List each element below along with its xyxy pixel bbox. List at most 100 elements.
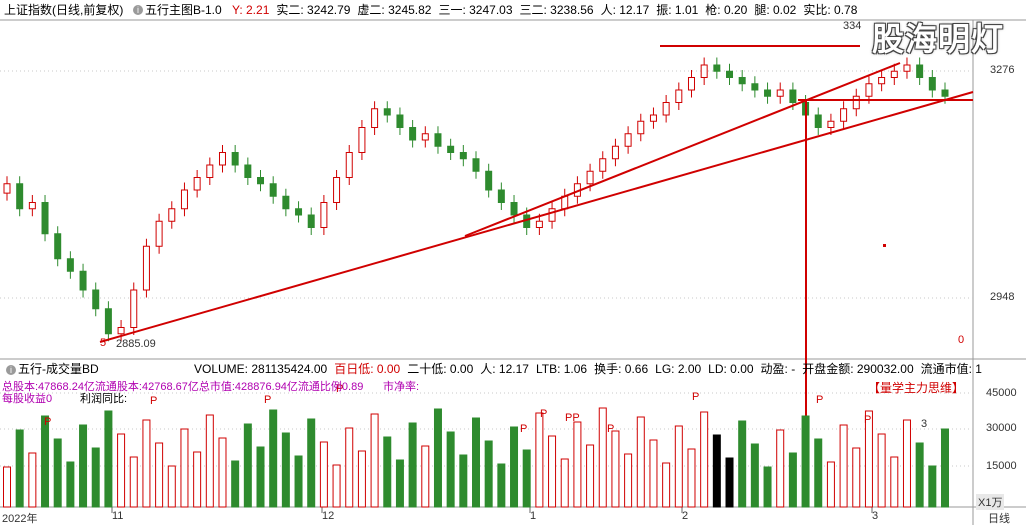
volume-bar	[269, 409, 278, 508]
readout-value: 枪: 0.20	[705, 3, 748, 17]
readout-value: LD: 0.00	[708, 362, 754, 376]
volume-bar	[231, 460, 240, 508]
candle-body	[155, 220, 163, 247]
volume-bar	[281, 432, 290, 508]
readout-value: LTB: 1.06	[535, 362, 588, 376]
volume-bar	[864, 410, 873, 508]
volume-bar	[66, 461, 75, 508]
share-capital-line: 总股本:47868.24亿流通股本:42768.67亿总市值:428876.94…	[2, 381, 364, 393]
volume-bar	[662, 462, 671, 508]
candle-body	[282, 195, 290, 210]
candle-body	[535, 220, 543, 228]
volume-bar	[712, 434, 721, 508]
candle-body	[257, 177, 265, 185]
price-axis-label: 3276	[990, 64, 1015, 76]
candle-body	[79, 270, 87, 291]
top-right-value: 334	[843, 20, 862, 32]
volume-bar	[725, 457, 734, 508]
volume-bar	[155, 442, 164, 508]
candle-body	[206, 164, 214, 178]
candle-body	[472, 158, 480, 172]
candle-body	[28, 202, 36, 210]
candle-body	[928, 77, 936, 91]
volume-bar	[700, 411, 709, 508]
period-label[interactable]: 日线	[988, 513, 1010, 525]
volume-bar	[180, 428, 189, 508]
candle-body	[41, 202, 49, 235]
volume-bar	[117, 433, 126, 508]
readout-value: LG: 2.00	[655, 362, 702, 376]
candle-body	[713, 64, 721, 72]
watermark: 股海明灯	[872, 20, 1005, 58]
volume-bar	[674, 425, 683, 508]
volume-bar	[890, 456, 899, 508]
readout-value: 百日低: 0.00	[334, 362, 401, 376]
time-label: 3	[872, 510, 879, 522]
volume-bar	[370, 413, 379, 508]
candle-body	[295, 208, 303, 216]
volume-bar	[91, 447, 100, 508]
candle-body	[548, 208, 556, 222]
candle-body	[789, 89, 797, 103]
volume-bar	[788, 452, 797, 508]
candle-body	[383, 108, 391, 116]
candle-body	[675, 89, 683, 103]
candle-body	[497, 189, 505, 203]
volume-bar	[915, 442, 924, 508]
candle-body	[180, 189, 188, 210]
candle-body	[700, 64, 708, 78]
volume-axis-label: 30000	[986, 422, 1017, 434]
volume-bar	[535, 412, 544, 508]
candle-body	[726, 70, 734, 78]
candle-body	[193, 177, 201, 191]
settings-icon[interactable]: i	[133, 5, 143, 15]
volume-bar	[548, 435, 557, 508]
volume-settings-icon[interactable]: i	[6, 365, 16, 375]
candle-body	[624, 133, 632, 147]
candle-body	[662, 102, 670, 116]
volume-bar	[801, 415, 810, 508]
volume-bar	[928, 465, 937, 508]
volume-bar	[763, 466, 772, 508]
volume-title[interactable]: 五行-成交量BD	[18, 362, 99, 376]
volume-bar	[395, 459, 404, 508]
candle-body	[371, 108, 379, 128]
candle-body	[333, 177, 341, 203]
volume-bar	[218, 437, 227, 508]
volume-bar	[129, 456, 138, 508]
candle-body	[66, 258, 74, 272]
profit-yoy-label: 利润同比:	[80, 393, 128, 405]
volume-bar	[41, 415, 50, 508]
p-mark: P	[864, 414, 871, 426]
p-mark: P	[607, 423, 614, 435]
time-label: 2	[682, 510, 689, 522]
volume-bar	[408, 422, 417, 508]
marker-dot	[883, 244, 886, 247]
candle-body	[168, 208, 176, 222]
candle-body	[916, 64, 924, 78]
candle-body	[409, 127, 417, 141]
volume-bar	[459, 454, 468, 508]
volume-bar	[332, 464, 341, 508]
time-label: 11	[112, 510, 124, 522]
candle-body	[599, 158, 607, 172]
volume-bar	[814, 438, 823, 508]
volume-bar	[15, 429, 24, 508]
candle-body	[751, 83, 759, 91]
brand-label: 【量学主力思维】	[868, 381, 965, 395]
candle-body	[269, 183, 277, 197]
indicator-name[interactable]: 五行主图B-1.0	[145, 3, 222, 17]
readout-value: 腿: 0.02	[754, 3, 797, 17]
candle-body	[814, 114, 822, 128]
volume-bar	[142, 419, 151, 508]
candle-body	[459, 152, 467, 160]
p-mark: P	[336, 383, 343, 395]
time-label: 1	[530, 510, 537, 522]
candle-body	[611, 145, 619, 160]
candle-body	[142, 245, 150, 291]
volume-bar	[497, 463, 506, 508]
volume-bar	[446, 431, 455, 508]
volume-readouts: VOLUME: 281135424.00 百日低: 0.00 二十低: 0.00 人:…	[194, 362, 989, 376]
readout-value: 虚二: 3245.82	[357, 3, 432, 17]
